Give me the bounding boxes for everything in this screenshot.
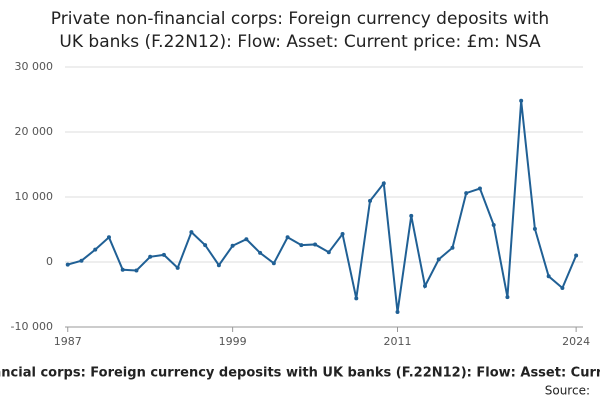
y-tick-label: -10 000 — [11, 320, 53, 333]
point — [505, 295, 510, 300]
point — [560, 286, 565, 290]
point — [93, 247, 98, 252]
point — [464, 191, 469, 196]
source: Source: — [545, 384, 590, 398]
point — [326, 250, 331, 255]
point — [230, 243, 235, 248]
point — [340, 232, 345, 237]
point — [299, 243, 304, 248]
point — [450, 245, 455, 250]
point — [65, 262, 70, 267]
point — [285, 235, 290, 240]
point — [409, 213, 414, 218]
point — [395, 310, 400, 315]
point — [574, 253, 579, 258]
line — [67, 100, 578, 313]
x-tick-label: 1987 — [54, 335, 82, 348]
point — [519, 98, 524, 103]
point — [148, 254, 153, 259]
point — [354, 296, 359, 301]
point — [546, 274, 551, 279]
caption: financial corps: Foreign currency deposi… — [0, 366, 600, 381]
point — [216, 263, 221, 268]
y-tick-label: 10 000 — [15, 190, 54, 203]
point — [189, 230, 194, 235]
y-tick-label: 0 — [46, 255, 53, 268]
point — [381, 181, 386, 186]
point — [422, 284, 427, 289]
point — [271, 261, 276, 266]
point — [532, 226, 537, 231]
point — [175, 265, 180, 270]
x-tick-label: 2011 — [384, 335, 412, 348]
y-tick-label: 20 000 — [15, 125, 54, 138]
x-tick-label: 2024 — [562, 335, 590, 348]
point — [477, 186, 482, 191]
chart-title: Private non-financial corps: Foreign cur… — [51, 9, 549, 29]
point — [491, 222, 496, 227]
point — [244, 237, 249, 242]
point — [368, 198, 373, 203]
point — [161, 252, 166, 257]
point — [203, 243, 208, 248]
point — [134, 268, 139, 273]
x-tick-label: 1999 — [219, 335, 247, 348]
point — [106, 235, 111, 240]
chart-title: UK banks (F.22N12): Flow: Asset: Current… — [59, 32, 541, 52]
point — [313, 242, 318, 247]
point — [120, 267, 125, 272]
point — [79, 258, 84, 263]
y-tick-label: 30 000 — [15, 60, 54, 73]
point — [258, 250, 263, 255]
point — [436, 257, 441, 262]
